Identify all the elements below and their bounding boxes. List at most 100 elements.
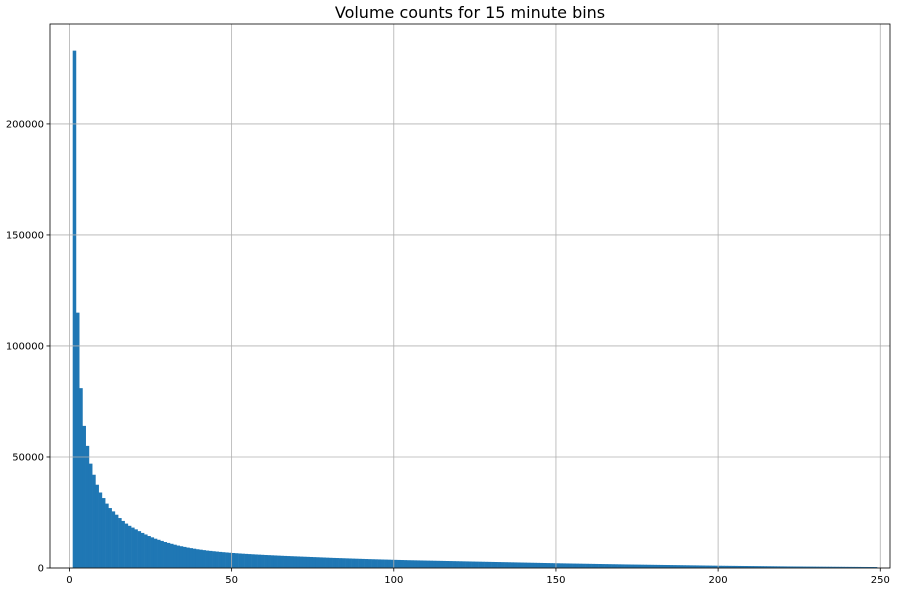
- histogram-bar: [841, 566, 845, 568]
- histogram-bar: [672, 565, 677, 568]
- histogram-bar: [656, 564, 661, 568]
- histogram-bar: [870, 567, 875, 568]
- y-tick-label: 150000: [6, 230, 44, 241]
- histogram-bar: [546, 563, 550, 568]
- histogram-bar: [727, 565, 732, 568]
- histogram-bar: [539, 562, 544, 568]
- x-tick-label: 200: [709, 575, 728, 586]
- histogram-bar: [867, 567, 871, 568]
- histogram-bar: [721, 565, 725, 568]
- histogram-bar: [507, 562, 511, 568]
- histogram-bar: [766, 566, 771, 568]
- histogram-bar: [435, 560, 440, 568]
- histogram-bar: [510, 562, 515, 568]
- histogram-bar: [731, 565, 735, 568]
- histogram-bar: [95, 484, 99, 568]
- histogram-bar: [371, 559, 375, 568]
- histogram-bar: [854, 566, 858, 568]
- histogram-bar: [646, 564, 651, 568]
- histogram-bar: [367, 559, 372, 568]
- histogram-bar: [562, 563, 566, 568]
- histogram-bar: [458, 561, 463, 568]
- histogram-bar: [530, 562, 534, 568]
- histogram-bar: [776, 566, 781, 568]
- histogram-bar: [640, 564, 644, 568]
- histogram-bar: [153, 538, 158, 568]
- x-tick-label: 250: [871, 575, 890, 586]
- histogram-bar: [578, 563, 583, 568]
- histogram-bar: [718, 565, 722, 568]
- histogram-bar: [163, 542, 168, 568]
- histogram-bar: [740, 565, 745, 568]
- histogram-bar: [244, 553, 249, 568]
- histogram-bar: [419, 560, 424, 568]
- histogram-bar: [737, 565, 742, 568]
- histogram-bar: [92, 474, 96, 568]
- histogram-bar: [620, 564, 625, 568]
- histogram-bar: [332, 557, 336, 568]
- histogram-bar: [682, 565, 686, 568]
- histogram-bar: [257, 554, 262, 568]
- histogram-bar: [85, 445, 90, 568]
- histogram-bar: [452, 561, 456, 568]
- histogram-bar: [302, 556, 307, 568]
- histogram-bar: [82, 425, 86, 568]
- histogram-bar: [795, 566, 800, 568]
- histogram-bar: [513, 562, 518, 568]
- histogram-bar: [75, 312, 80, 568]
- histogram-bar: [744, 566, 748, 568]
- histogram-bar: [186, 547, 190, 568]
- histogram-bar: [264, 554, 268, 568]
- y-tick-label: 0: [38, 564, 44, 575]
- histogram-bar: [714, 565, 719, 568]
- histogram-bar: [601, 564, 605, 568]
- histogram-bar: [380, 559, 385, 568]
- histogram-bar: [637, 564, 641, 568]
- histogram-bar: [497, 562, 502, 568]
- histogram-bar: [299, 556, 304, 568]
- histogram-bar: [461, 561, 466, 568]
- histogram-bar: [124, 523, 129, 568]
- histogram-bar: [773, 566, 777, 568]
- histogram-bar: [72, 50, 77, 568]
- histogram-bar: [500, 562, 505, 568]
- histogram-bar: [685, 565, 690, 568]
- histogram-bar: [377, 559, 382, 568]
- histogram-bar: [215, 551, 219, 568]
- histogram-bar: [150, 537, 155, 568]
- histogram-bar: [387, 559, 391, 568]
- histogram-bar: [270, 555, 275, 568]
- histogram-bar: [594, 563, 599, 568]
- histogram-bar: [679, 565, 683, 568]
- histogram-bar: [374, 559, 378, 568]
- histogram-bar: [309, 556, 313, 568]
- histogram-bar: [701, 565, 706, 568]
- histogram-bar: [306, 556, 310, 568]
- histogram-bar: [763, 566, 768, 568]
- histogram-bar: [144, 534, 148, 568]
- histogram-bar: [296, 556, 301, 568]
- histogram-bar: [413, 560, 417, 568]
- histogram-bar: [786, 566, 790, 568]
- histogram-bar: [818, 566, 823, 568]
- grid-layer: [50, 24, 890, 569]
- histogram-bar: [747, 566, 751, 568]
- histogram-bar: [799, 566, 803, 568]
- histogram-bar: [607, 564, 612, 568]
- histogram-bar: [468, 561, 472, 568]
- histogram-bar: [251, 554, 255, 568]
- bars-layer: [72, 50, 878, 568]
- histogram-bar: [812, 566, 816, 568]
- histogram-bar: [354, 558, 359, 568]
- histogram-bar: [205, 550, 210, 568]
- histogram-bar: [98, 492, 103, 568]
- histogram-bar: [241, 553, 245, 568]
- histogram-bar: [711, 565, 716, 568]
- histogram-bar: [225, 552, 229, 568]
- histogram-bar: [624, 564, 628, 568]
- histogram-bar: [195, 549, 200, 568]
- histogram-bar: [864, 566, 868, 568]
- histogram-bar: [695, 565, 699, 568]
- histogram-bar: [432, 560, 437, 568]
- histogram-bar: [487, 561, 492, 568]
